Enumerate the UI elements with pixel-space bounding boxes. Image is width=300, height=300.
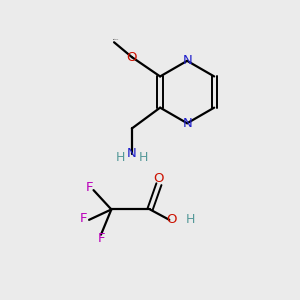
Text: O: O <box>127 51 137 64</box>
Text: F: F <box>85 181 93 194</box>
Text: O: O <box>166 213 177 226</box>
Text: H: H <box>139 151 148 164</box>
Text: H: H <box>115 151 125 164</box>
Text: O: O <box>154 172 164 185</box>
Text: F: F <box>98 232 105 245</box>
Text: F: F <box>80 212 87 225</box>
Text: methoxy: methoxy <box>112 39 119 40</box>
Text: N: N <box>182 54 192 67</box>
Text: N: N <box>182 117 192 130</box>
Text: N: N <box>127 147 137 160</box>
Text: H: H <box>185 213 195 226</box>
